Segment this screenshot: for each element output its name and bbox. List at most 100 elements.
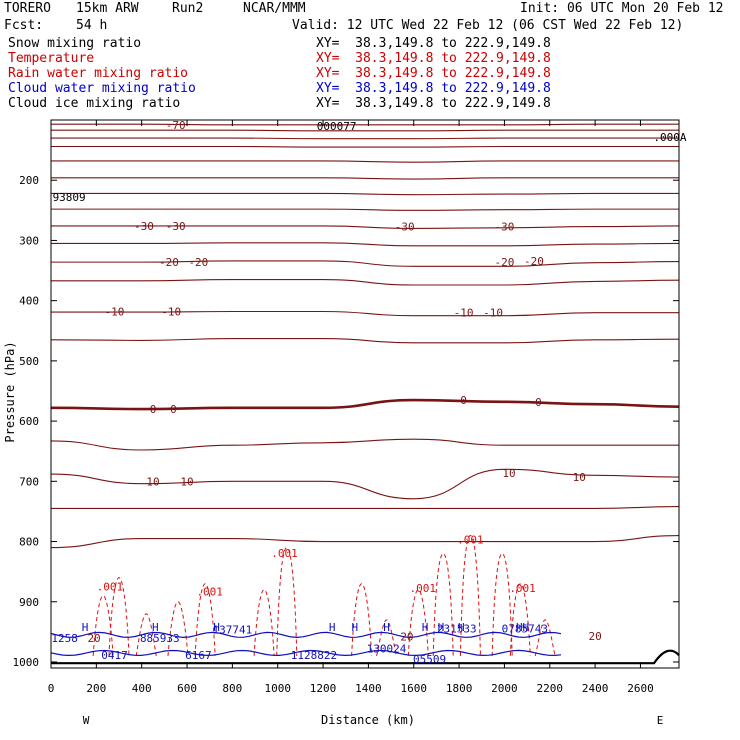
x-tick-label: 2200 [537, 682, 564, 695]
contour-label-temperature: -30 [166, 220, 186, 233]
contour-label-temperature: 0 [170, 403, 177, 416]
contour-labels: -70 -30 -30 -30 -30 -20 -20 -20 -20 -10 -10 -10 -10 0… [51, 119, 687, 666]
rain-contour [534, 619, 556, 657]
contour-label-cloud_water: 6167 [185, 649, 212, 662]
contour-label-temperature: 0 [535, 396, 542, 409]
rain-contour [509, 583, 531, 656]
cloud-water-contour [50, 631, 562, 639]
x-tick-label: 1200 [310, 682, 337, 695]
contour-label-rain: .001 [509, 582, 536, 595]
cloud-water-contour [50, 649, 562, 657]
contour-label-rain: .001 [410, 582, 437, 595]
contour-label-temperature: -20 [494, 256, 514, 269]
y-tick-label: 600 [19, 415, 39, 428]
contour-label-temperature: -20 [159, 256, 179, 269]
forecast-label: Fcst: [4, 18, 44, 33]
cloud-water-max-marker: H [438, 621, 445, 634]
rain-water-contours [92, 535, 556, 657]
x-tick-label: 600 [177, 682, 197, 695]
rain-contour [351, 583, 373, 656]
isotherm-line [51, 310, 679, 317]
cloud-water-max-marker: H [458, 621, 465, 634]
contour-label-cloud_ice: 93809 [53, 191, 86, 204]
x-axis: 0 200 400 600 800 1000 1200 1400 1600 1800 2000 220… [48, 120, 654, 695]
contour-label-temperature: 10 [502, 467, 515, 480]
legend-snow-xy: XY= 38.3,149.8 to 222.9,149.8 [316, 36, 551, 51]
contour-label-rain: .001 [97, 581, 124, 594]
legend-temperature-name: Temperature [8, 51, 95, 66]
contour-label-temperature: -20 [188, 256, 208, 269]
legend-cloudwater-xy: XY= 38.3,149.8 to 222.9,149.8 [316, 81, 551, 96]
contour-label-temperature: 20 [400, 631, 413, 644]
legend-temperature-xy: XY= 38.3,149.8 to 222.9,149.8 [316, 51, 551, 66]
x-tick-label: 800 [222, 682, 242, 695]
rain-contour [276, 547, 298, 656]
contour-label-rain: .001 [271, 547, 298, 560]
contour-label-cloud_water: 0785743 [502, 622, 548, 635]
contour-label-temperature: 0 [150, 403, 157, 416]
run-label: Run2 [172, 1, 204, 16]
cloud-water-max-marker: H [422, 621, 429, 634]
isotherm-line [50, 338, 680, 344]
contour-label-temperature: -10 [161, 305, 181, 318]
terrain-layer [51, 649, 680, 665]
contour-label-temperature: 10 [573, 471, 586, 484]
rain-contour [194, 583, 216, 656]
contour-label-temperature: -30 [494, 221, 514, 234]
contour-label-cloud_water: 130024 [367, 643, 407, 656]
x-tick-label: 0 [48, 682, 55, 695]
y-tick-label: 500 [19, 355, 39, 368]
contour-label-cloud_water: 1128822 [291, 649, 337, 662]
isotherm-line [50, 468, 680, 500]
isotherm-line [51, 225, 680, 229]
surface-line [51, 649, 680, 665]
x-tick-label: 1400 [355, 682, 382, 695]
x-tick-label: 1000 [264, 682, 291, 695]
isotherm-line [51, 145, 679, 148]
isotherm-line [50, 129, 679, 132]
y-tick-label: 200 [19, 174, 39, 187]
legend-rain-xy: XY= 38.3,149.8 to 222.9,149.8 [316, 66, 551, 81]
isotherm-line [51, 279, 680, 286]
rain-contour [491, 553, 513, 656]
resolution-label: 15km ARW [76, 1, 139, 16]
rain-contour [376, 619, 398, 657]
rain-contour [432, 553, 454, 656]
contour-label-rain: .001 [196, 586, 223, 599]
contour-label-temperature: -30 [134, 220, 154, 233]
contour-label-cloud_water: 05509 [413, 653, 446, 666]
y-tick-label: 900 [19, 596, 39, 609]
y-tick-label: 400 [19, 295, 39, 308]
contour-label-temperature: 20 [588, 630, 601, 643]
isotherm-line [50, 398, 680, 411]
y-tick-label: 800 [19, 536, 39, 549]
cloud-water-max-marker: H [329, 621, 336, 634]
valid-time: Valid: 12 UTC Wed 22 Feb 12 (06 CST Wed … [292, 18, 684, 33]
rain-contour [92, 595, 114, 656]
isotherm-line [50, 137, 679, 140]
legend-cloudice-xy: XY= 38.3,149.8 to 222.9,149.8 [316, 96, 551, 111]
x-tick-label: 2000 [491, 682, 518, 695]
isotherm-line [50, 438, 679, 451]
contour-label-temperature: 10 [146, 475, 159, 488]
contour-label-temperature: 10 [180, 475, 193, 488]
rain-contour [135, 613, 157, 657]
x-axis-west-label: W [83, 714, 90, 727]
contour-label-rain: .001 [457, 534, 484, 547]
x-axis-east-label: E [657, 714, 664, 727]
contour-label-temperature: -10 [454, 307, 474, 320]
x-tick-label: 1800 [446, 682, 473, 695]
rain-contour [407, 589, 429, 656]
y-axis-title: Pressure (hPa) [3, 341, 17, 442]
legend-rain-name: Rain water mixing ratio [8, 66, 189, 81]
x-tick-label: 1600 [400, 682, 427, 695]
x-axis-title: Distance (km) [321, 713, 415, 727]
isotherm-line [51, 506, 680, 509]
legend-cloudice-name: Cloud ice mixing ratio [8, 96, 181, 111]
x-tick-label: 400 [132, 682, 152, 695]
cloud-water-max-marker: H [82, 621, 89, 634]
rain-contour [253, 589, 275, 656]
contour-label-temperature: 20 [87, 632, 100, 645]
